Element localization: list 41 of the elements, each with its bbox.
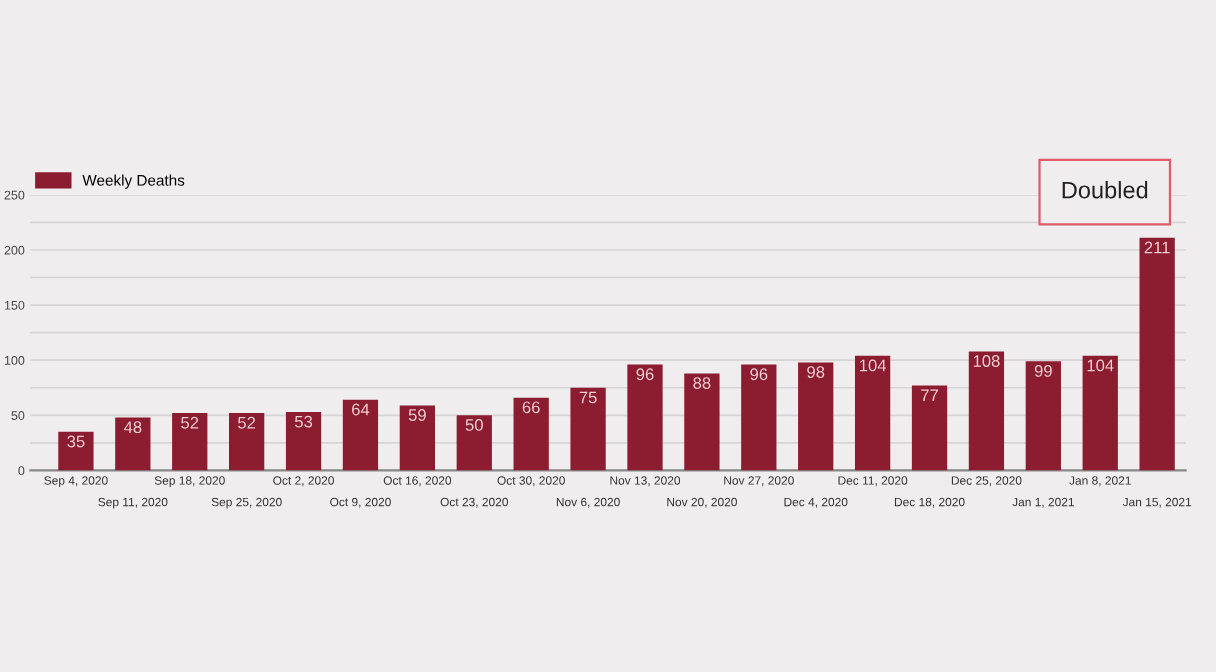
bar	[570, 387, 606, 471]
data-label: 104	[1087, 359, 1114, 372]
data-label: 35	[67, 435, 85, 448]
data-label: 108	[973, 355, 1000, 367]
data-label: 99	[1034, 365, 1052, 377]
bar	[115, 417, 151, 471]
data-label: 53	[294, 415, 313, 428]
data-label: 50	[465, 419, 483, 431]
bar	[172, 413, 208, 471]
bar	[58, 431, 94, 471]
bar	[399, 405, 435, 471]
data-label: 211	[1144, 241, 1170, 254]
bar	[798, 362, 834, 471]
bar	[229, 413, 265, 471]
bar	[1082, 355, 1118, 471]
data-label: 104	[859, 359, 887, 372]
data-label: 77	[921, 389, 938, 401]
bar	[1139, 237, 1175, 471]
bar	[684, 373, 720, 471]
data-label: 75	[579, 391, 597, 404]
bar	[513, 397, 549, 471]
data-label: 59	[408, 409, 426, 421]
bar	[627, 364, 663, 471]
bar	[968, 351, 1005, 471]
data-label: 48	[123, 421, 142, 434]
data-label: 64	[352, 403, 370, 416]
annotation: Doubled	[1062, 181, 1148, 199]
data-label: 96	[750, 368, 768, 381]
data-label: 52	[238, 416, 256, 429]
bar	[911, 385, 948, 471]
bar	[741, 364, 777, 471]
data-label: 52	[181, 416, 199, 429]
bar	[285, 411, 322, 471]
bar	[1025, 361, 1061, 471]
data-label: 96	[636, 368, 654, 381]
bar	[456, 415, 492, 471]
data-label: 66	[522, 401, 540, 414]
bar	[854, 355, 891, 471]
bar	[342, 399, 379, 471]
data-label: 98	[807, 366, 825, 378]
data-label: 88	[693, 377, 711, 389]
